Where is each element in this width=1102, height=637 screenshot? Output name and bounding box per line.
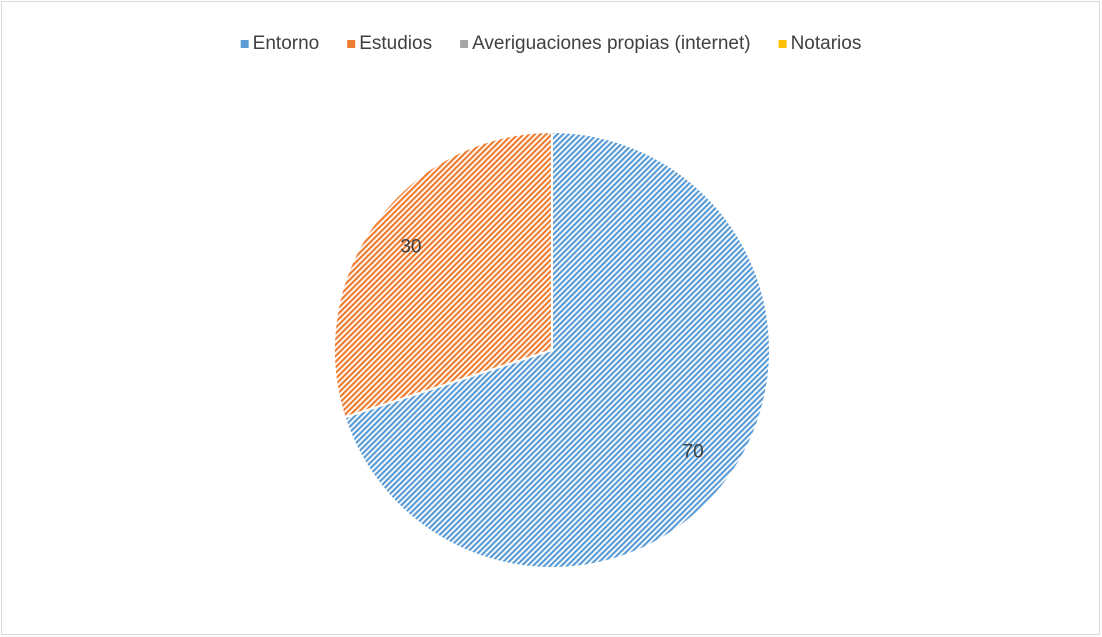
legend-item: Averiguaciones propias (internet) [460, 33, 751, 54]
data-label: 70 [683, 442, 704, 463]
legend-label: Entorno [253, 33, 320, 54]
legend-label: Notarios [791, 33, 862, 54]
pie-slice [343, 130, 771, 569]
legend-swatch [240, 40, 249, 48]
legend-label: Averiguaciones propias (internet) [472, 33, 750, 54]
pie-slice [333, 130, 553, 419]
legend-item: Entorno [240, 33, 320, 54]
legend-swatch [460, 40, 469, 48]
legend-swatch [347, 40, 356, 48]
legend-item: Estudios [347, 33, 432, 54]
legend-label: Estudios [359, 33, 432, 54]
data-label: 30 [400, 237, 421, 258]
legend-item: Notarios [778, 33, 862, 54]
legend-swatch [778, 40, 787, 48]
